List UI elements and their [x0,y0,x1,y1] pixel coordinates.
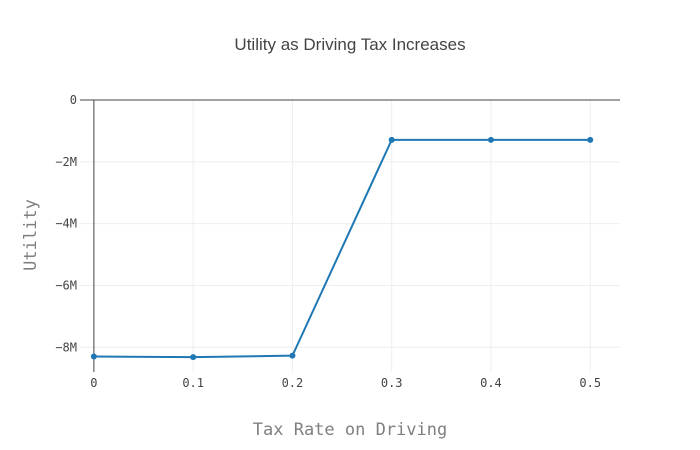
y-axis-title: Utility [21,199,41,271]
gridlines [80,100,620,372]
data-point[interactable] [190,354,197,361]
x-tick-label: 0.2 [282,376,304,390]
x-tick-label: 0 [90,376,97,390]
data-point[interactable] [90,353,97,360]
x-tick-label: 0.1 [182,376,204,390]
x-tick-labels: 0 0.1 0.2 0.3 0.4 0.5 [90,376,601,390]
y-tick-label: −6M [55,278,77,292]
chart-title: Utility as Driving Tax Increases [234,35,465,54]
data-point[interactable] [289,352,296,359]
y-tick-label: 0 [70,93,77,107]
x-tick-label: 0.5 [579,376,601,390]
series-group [90,136,594,361]
series-line [93,138,591,359]
x-tick-label: 0.4 [480,376,502,390]
zero-lines [80,99,620,372]
data-point[interactable] [388,136,395,143]
data-point[interactable] [587,136,594,143]
y-tick-labels: 0 −2M −4M −6M −8M [55,93,77,354]
y-tick-label: −4M [55,217,77,231]
y-tick-label: −8M [55,340,77,354]
x-axis-title: Tax Rate on Driving [253,420,447,440]
data-point[interactable] [487,136,494,143]
plot-area: 0 0.1 0.2 0.3 0.4 0.5 0 −2M −4M −6M −8M [55,93,620,390]
x-tick-label: 0.3 [381,376,403,390]
y-tick-label: −2M [55,155,77,169]
